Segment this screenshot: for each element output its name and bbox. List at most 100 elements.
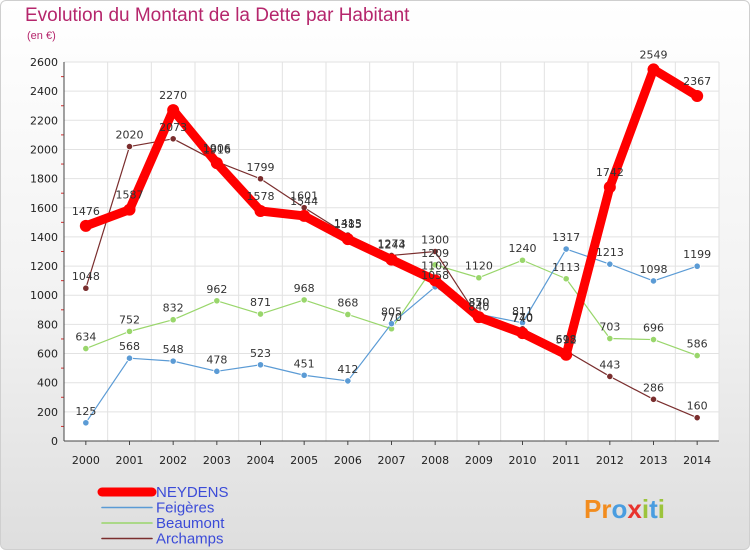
data-point bbox=[693, 414, 701, 422]
data-label: 160 bbox=[687, 400, 708, 413]
data-label: 1113 bbox=[552, 261, 580, 274]
data-point bbox=[516, 327, 529, 340]
data-point bbox=[167, 104, 180, 117]
data-label: 1916 bbox=[203, 144, 231, 157]
data-point bbox=[472, 311, 485, 324]
y-tick-label: 2200 bbox=[30, 114, 58, 127]
data-label: 451 bbox=[294, 357, 315, 370]
data-point bbox=[254, 204, 267, 217]
data-point bbox=[606, 372, 614, 381]
data-point bbox=[387, 320, 396, 328]
data-point bbox=[341, 233, 354, 246]
x-tick-label: 2009 bbox=[465, 454, 493, 467]
data-label: 850 bbox=[468, 296, 489, 309]
logo-letter: i bbox=[642, 494, 649, 524]
data-point bbox=[431, 261, 439, 269]
data-point bbox=[344, 377, 352, 385]
data-point bbox=[256, 361, 265, 369]
legend-label: Archamps bbox=[156, 531, 224, 548]
data-label: 1300 bbox=[421, 234, 449, 247]
data-label: 634 bbox=[75, 331, 96, 344]
data-point bbox=[606, 260, 614, 268]
data-label: 412 bbox=[337, 363, 358, 376]
data-point bbox=[562, 275, 570, 283]
data-point bbox=[82, 284, 90, 292]
data-label: 592 bbox=[556, 334, 577, 347]
data-point bbox=[691, 89, 704, 102]
x-tick-label: 2014 bbox=[683, 454, 711, 467]
x-tick-label: 2006 bbox=[334, 454, 362, 467]
y-tick-label: 0 bbox=[51, 435, 58, 448]
x-tick-label: 2008 bbox=[421, 454, 449, 467]
data-label: 1601 bbox=[290, 190, 318, 203]
data-point bbox=[300, 371, 308, 379]
data-point bbox=[429, 274, 442, 287]
logo-letter: t bbox=[649, 494, 658, 524]
data-point bbox=[169, 357, 177, 365]
data-point bbox=[603, 181, 616, 194]
proxiti-logo: Proxiti bbox=[584, 494, 665, 524]
data-label: 871 bbox=[250, 296, 271, 309]
y-tick-label: 2000 bbox=[30, 143, 58, 156]
x-tick-label: 2001 bbox=[116, 454, 144, 467]
legend-label: NEYDENS bbox=[156, 484, 229, 501]
data-label: 805 bbox=[381, 306, 402, 319]
data-label: 1102 bbox=[421, 259, 449, 272]
data-point bbox=[210, 157, 223, 170]
data-point bbox=[560, 348, 573, 361]
x-tick-label: 2002 bbox=[159, 454, 187, 467]
data-point bbox=[82, 344, 90, 353]
data-label: 1317 bbox=[552, 231, 580, 244]
y-tick-label: 200 bbox=[37, 406, 58, 419]
data-point bbox=[213, 367, 221, 375]
data-point bbox=[125, 327, 134, 335]
y-tick-label: 2600 bbox=[30, 56, 58, 69]
data-label: 568 bbox=[119, 340, 140, 353]
data-label: 2270 bbox=[159, 89, 187, 102]
data-label: 586 bbox=[687, 338, 708, 351]
data-label: 1544 bbox=[290, 195, 318, 208]
data-label: 770 bbox=[512, 311, 533, 324]
data-point bbox=[213, 297, 221, 305]
data-point bbox=[385, 253, 398, 266]
logo-letter: i bbox=[658, 494, 665, 524]
data-point bbox=[475, 274, 483, 282]
data-label: 870 bbox=[468, 296, 489, 309]
data-label: 868 bbox=[337, 296, 358, 309]
data-label: 1742 bbox=[596, 166, 624, 179]
data-label: 1587 bbox=[116, 189, 144, 202]
data-point bbox=[169, 135, 177, 143]
data-point bbox=[298, 209, 311, 222]
data-point bbox=[649, 335, 658, 344]
chart-subtitle: (en €) bbox=[27, 30, 56, 42]
y-tick-label: 1600 bbox=[30, 202, 58, 215]
data-label: 968 bbox=[294, 282, 315, 295]
data-point bbox=[123, 203, 136, 216]
data-label: 832 bbox=[163, 302, 184, 315]
data-point bbox=[431, 247, 439, 256]
data-label: 1213 bbox=[596, 246, 624, 259]
data-point bbox=[169, 316, 177, 324]
y-tick-label: 1800 bbox=[30, 173, 58, 186]
data-label: 1476 bbox=[72, 205, 100, 218]
x-tick-label: 2007 bbox=[378, 454, 406, 467]
y-tick-label: 1000 bbox=[30, 289, 58, 302]
data-label: 752 bbox=[119, 313, 140, 326]
data-label: 618 bbox=[556, 333, 577, 346]
data-label: 696 bbox=[643, 322, 664, 335]
logo-letter: x bbox=[627, 494, 642, 524]
data-label: 443 bbox=[599, 358, 620, 371]
data-label: 286 bbox=[643, 381, 664, 394]
series-beaumont bbox=[82, 256, 701, 360]
data-label: 811 bbox=[512, 305, 533, 318]
x-tick-label: 2003 bbox=[203, 454, 231, 467]
x-tick-label: 2012 bbox=[596, 454, 624, 467]
chart-title: Evolution du Montant de la Dette par Hab… bbox=[25, 5, 410, 26]
data-point bbox=[125, 354, 134, 362]
series-neydens bbox=[79, 63, 704, 361]
data-label: 770 bbox=[381, 311, 402, 324]
y-tick-label: 800 bbox=[37, 318, 58, 331]
data-label: 1048 bbox=[72, 270, 100, 283]
logo-letter: P bbox=[584, 494, 601, 524]
data-point bbox=[256, 175, 265, 183]
